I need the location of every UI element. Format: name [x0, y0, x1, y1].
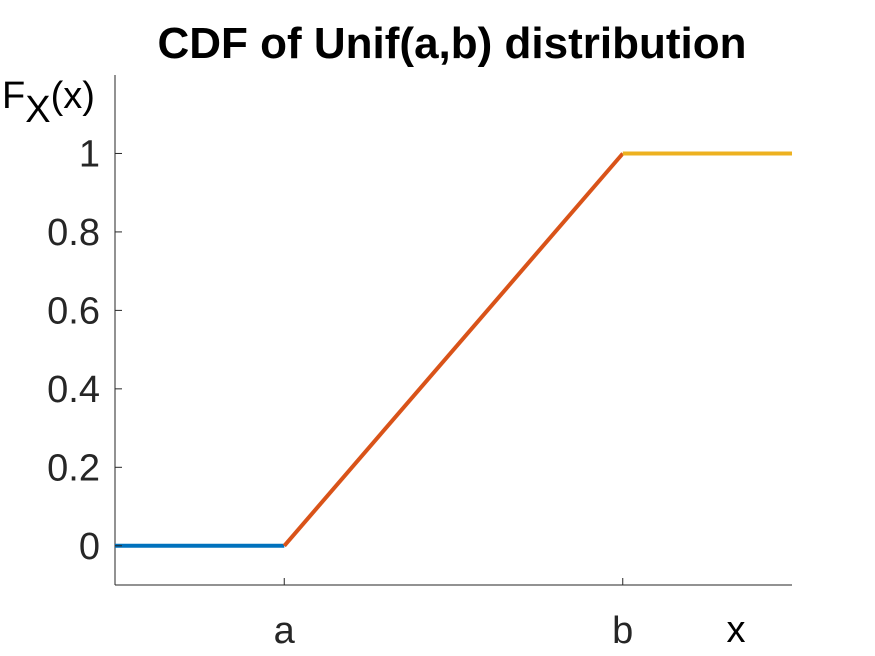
x-tick-label: b — [612, 610, 633, 652]
series-lines — [115, 151, 792, 548]
y-tick-label: 1 — [79, 133, 100, 175]
x-axis-label: x — [727, 609, 746, 651]
y-axis-label-suffix: (x) — [51, 75, 95, 117]
y-tick-label: 0.4 — [47, 369, 100, 411]
y-axis-label-subscript: X — [25, 89, 50, 131]
chart-title: CDF of Unif(a,b) distribution — [158, 19, 747, 68]
y-axis-label-main: F — [2, 75, 25, 117]
x-tick-label: a — [274, 610, 296, 652]
y-axis-label: FX(x) — [2, 75, 95, 131]
y-tick-label: 0 — [79, 526, 100, 568]
ticks: 0 0.2 0.4 0.6 0.8 1 a b — [47, 133, 633, 652]
y-tick-label: 0.6 — [47, 290, 100, 332]
series-line-2 — [282, 152, 625, 548]
y-tick-label: 0.8 — [47, 212, 100, 254]
y-tick-label: 0.2 — [47, 447, 100, 489]
axes — [114, 75, 792, 586]
